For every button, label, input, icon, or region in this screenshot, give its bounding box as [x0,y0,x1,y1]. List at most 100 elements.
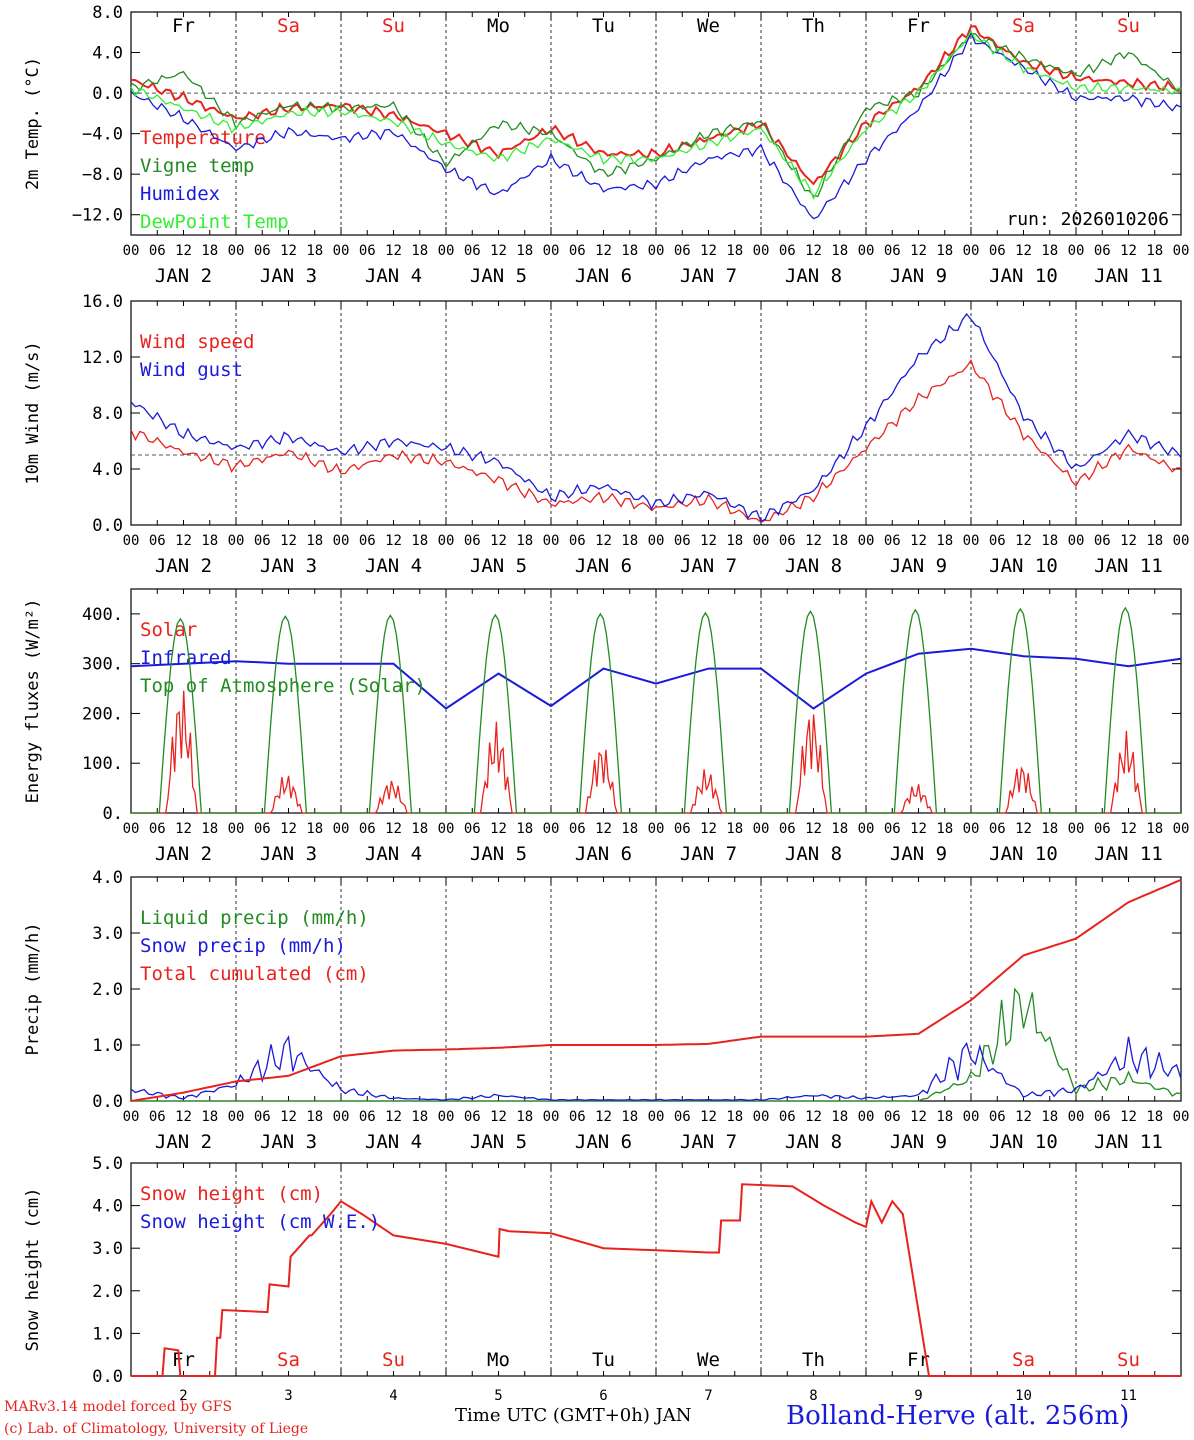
hour-label: 00 [648,821,665,837]
day-label: JAN 8 [785,555,842,577]
hour-label: 12 [385,1109,402,1125]
model-credit: MARv3.14 model forced by GFS [4,1399,233,1415]
hour-label: 18 [201,533,218,549]
hour-label: 18 [411,533,428,549]
hour-label: 12 [700,1109,717,1125]
hour-label: 06 [674,243,691,259]
y-tick-label: −4.0 [82,125,123,145]
weekday-label: Th [802,1349,825,1371]
series-line-infrared [130,647,1182,710]
series-line-wind-speed [130,358,1181,524]
station-title: Bolland-Herve (alt. 256m) [786,1401,1130,1431]
y-tick-label: 12.0 [82,348,123,368]
hour-label: 06 [1094,533,1111,549]
legend-entry: Snow height (cm W.E.) [140,1211,380,1233]
hour-label: 06 [989,1109,1006,1125]
hour-label: 12 [280,1109,297,1125]
hour-label: 06 [674,1109,691,1125]
y-tick-label: 4.0 [92,868,123,888]
series-line-total-cumulated-cm- [130,878,1182,1102]
hour-label: 18 [726,243,743,259]
hour-label: 06 [1094,821,1111,837]
hour-label: 00 [543,1109,560,1125]
legend-entry: Temperature [140,127,266,149]
weekday-label: Fr [172,1349,195,1371]
hour-label: 12 [385,821,402,837]
weekday-label: Sa [1012,15,1035,37]
hour-label: 00 [1068,1109,1085,1125]
y-tick-label: 1.0 [92,1324,123,1344]
hour-label: 12 [490,243,507,259]
y-tick-label: 16.0 [82,292,123,312]
hour-label: 06 [359,821,376,837]
day-label: JAN 4 [365,843,422,865]
day-label: JAN 10 [989,265,1058,287]
y-tick-label: 1.0 [92,1036,123,1056]
hour-label: 18 [201,821,218,837]
hour-label: 06 [884,533,901,549]
hour-label: 12 [595,1109,612,1125]
hour-label: 00 [333,1109,350,1125]
hour-label: 18 [411,243,428,259]
weekday-label: Sa [277,15,300,37]
y-tick-label: 8.0 [92,404,123,424]
hour-label: 18 [726,1109,743,1125]
hour-label: 00 [648,1109,665,1125]
weekday-label: Su [1117,15,1140,37]
hour-label: 00 [438,533,455,549]
xaxis-title: Time UTC (GMT+0h) JAN [455,1405,692,1426]
day-label: JAN 10 [989,1131,1058,1153]
day-label: JAN 4 [365,555,422,577]
day-label: JAN 8 [785,265,842,287]
chart-panel-energy: 400. 300. 200. 100. 0. Energy fluxes (W/m²) 00… [23,588,1189,865]
hour-label: 00 [123,533,140,549]
hour-label: 06 [674,821,691,837]
hour-label: 06 [779,821,796,837]
hour-label: 12 [175,1109,192,1125]
weekday-label: Mo [487,1349,510,1371]
hour-label: 12 [910,243,927,259]
y-tick-label: 3.0 [92,1239,123,1259]
y-axis-label: Snow height (cm) [23,1188,43,1352]
day-label: JAN 3 [260,843,317,865]
legend-entry: Vigne temp [140,155,254,177]
hour-label: 18 [621,533,638,549]
day-label: JAN 2 [155,843,212,865]
series-line-wind-gust [130,312,1182,523]
y-tick-label: 4.0 [92,44,123,64]
y-tick-label: 5.0 [92,1154,123,1174]
weekday-label: Fr [172,15,195,37]
hour-label: 18 [411,1109,428,1125]
hour-label: 12 [910,533,927,549]
weekday-label: Fr [907,15,930,37]
hour-label: 00 [1068,533,1085,549]
y-axis-label: Energy fluxes (W/m²) [23,599,43,804]
hour-label: 18 [936,821,953,837]
hour-label: 00 [963,533,980,549]
hour-label: 12 [805,533,822,549]
hour-label: 06 [254,821,271,837]
series-line-dewpoint-temp [130,29,1182,201]
hour-label: 00 [228,533,245,549]
hour-label: 00 [333,533,350,549]
hour-label: 12 [385,243,402,259]
hour-label: 18 [726,821,743,837]
hour-label: 00 [963,1109,980,1125]
series-line-snow-precip-mm-h- [130,1035,1182,1102]
day-label: JAN 8 [785,843,842,865]
chart-panel-temp: 8.0 4.0 0.0 −4.0 −8.0 −12.0 2m Temp. (°C) 00 06 1… [23,3,1189,287]
hour-label: 00 [438,243,455,259]
y-axis-label: Precip (mm/h) [23,922,43,1055]
y-tick-label: 400. [82,605,123,625]
hour-label: 06 [359,1109,376,1125]
hour-label: 18 [516,533,533,549]
hour-label: 00 [543,533,560,549]
run-annotation: run: 2026010206 [1006,209,1169,230]
hour-label: 06 [464,821,481,837]
day-number-label: 10 [1015,1388,1032,1404]
hour-label: 06 [989,533,1006,549]
hour-label: 18 [516,243,533,259]
hour-label: 18 [516,821,533,837]
hour-label: 00 [333,821,350,837]
hour-label: 00 [1068,243,1085,259]
